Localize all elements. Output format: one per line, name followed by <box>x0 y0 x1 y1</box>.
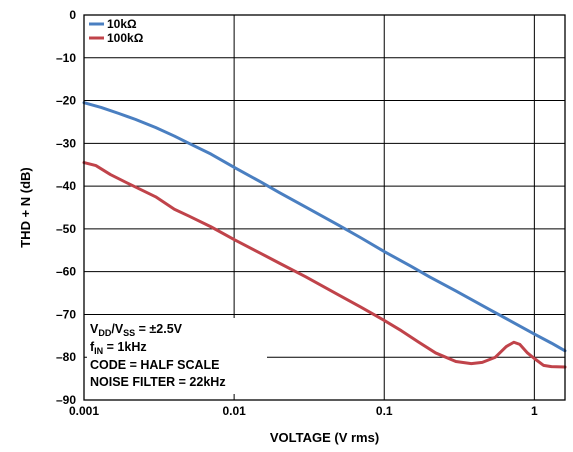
tick-labels: 0 –10 –20 –30 –40 –50 –60 –70 –80 –900.001 0.01 0.1… <box>56 8 538 418</box>
x-tick-label: 1 <box>531 404 538 418</box>
annotation-code: CODE = HALF SCALE <box>90 358 220 372</box>
x-axis-title: VOLTAGE (V rms) <box>270 430 379 445</box>
legend-label-1: 10kΩ <box>107 17 137 31</box>
annotation-box: VDD/VSS = ±2.5V fIN = 1kHz CODE = HALF S… <box>87 318 267 394</box>
plot-frame <box>83 14 566 401</box>
y-tick-label: –20 <box>56 94 76 108</box>
y-tick-label: –50 <box>56 222 76 236</box>
annotation-frequency: fIN = 1kHz <box>90 340 147 356</box>
y-tick-label: 0 <box>69 8 76 22</box>
annotation-supply: VDD/VSS = ±2.5V <box>90 322 183 338</box>
chart-series-layer <box>82 101 567 369</box>
x-tick-label: 0.001 <box>69 404 99 418</box>
annotation-noise-filter: NOISE FILTER = 22kHz <box>90 375 226 389</box>
y-tick-label: –10 <box>56 51 76 65</box>
x-tick-label: 0.01 <box>222 404 246 418</box>
chart-grid <box>84 15 565 400</box>
y-axis-title: THD + N (dB) <box>18 167 33 248</box>
y-tick-label: –90 <box>56 393 76 407</box>
series-line-1 <box>82 101 567 353</box>
y-tick-label: –30 <box>56 136 76 150</box>
x-tick-label: 0.1 <box>376 404 393 418</box>
series-line-2 <box>82 161 567 369</box>
y-tick-label: –80 <box>56 350 76 364</box>
y-tick-label: –60 <box>56 265 76 279</box>
y-tick-label: –40 <box>56 179 76 193</box>
annotation-background <box>87 318 267 394</box>
legend-label-2: 100kΩ <box>107 31 144 45</box>
y-tick-label: –70 <box>56 307 76 321</box>
